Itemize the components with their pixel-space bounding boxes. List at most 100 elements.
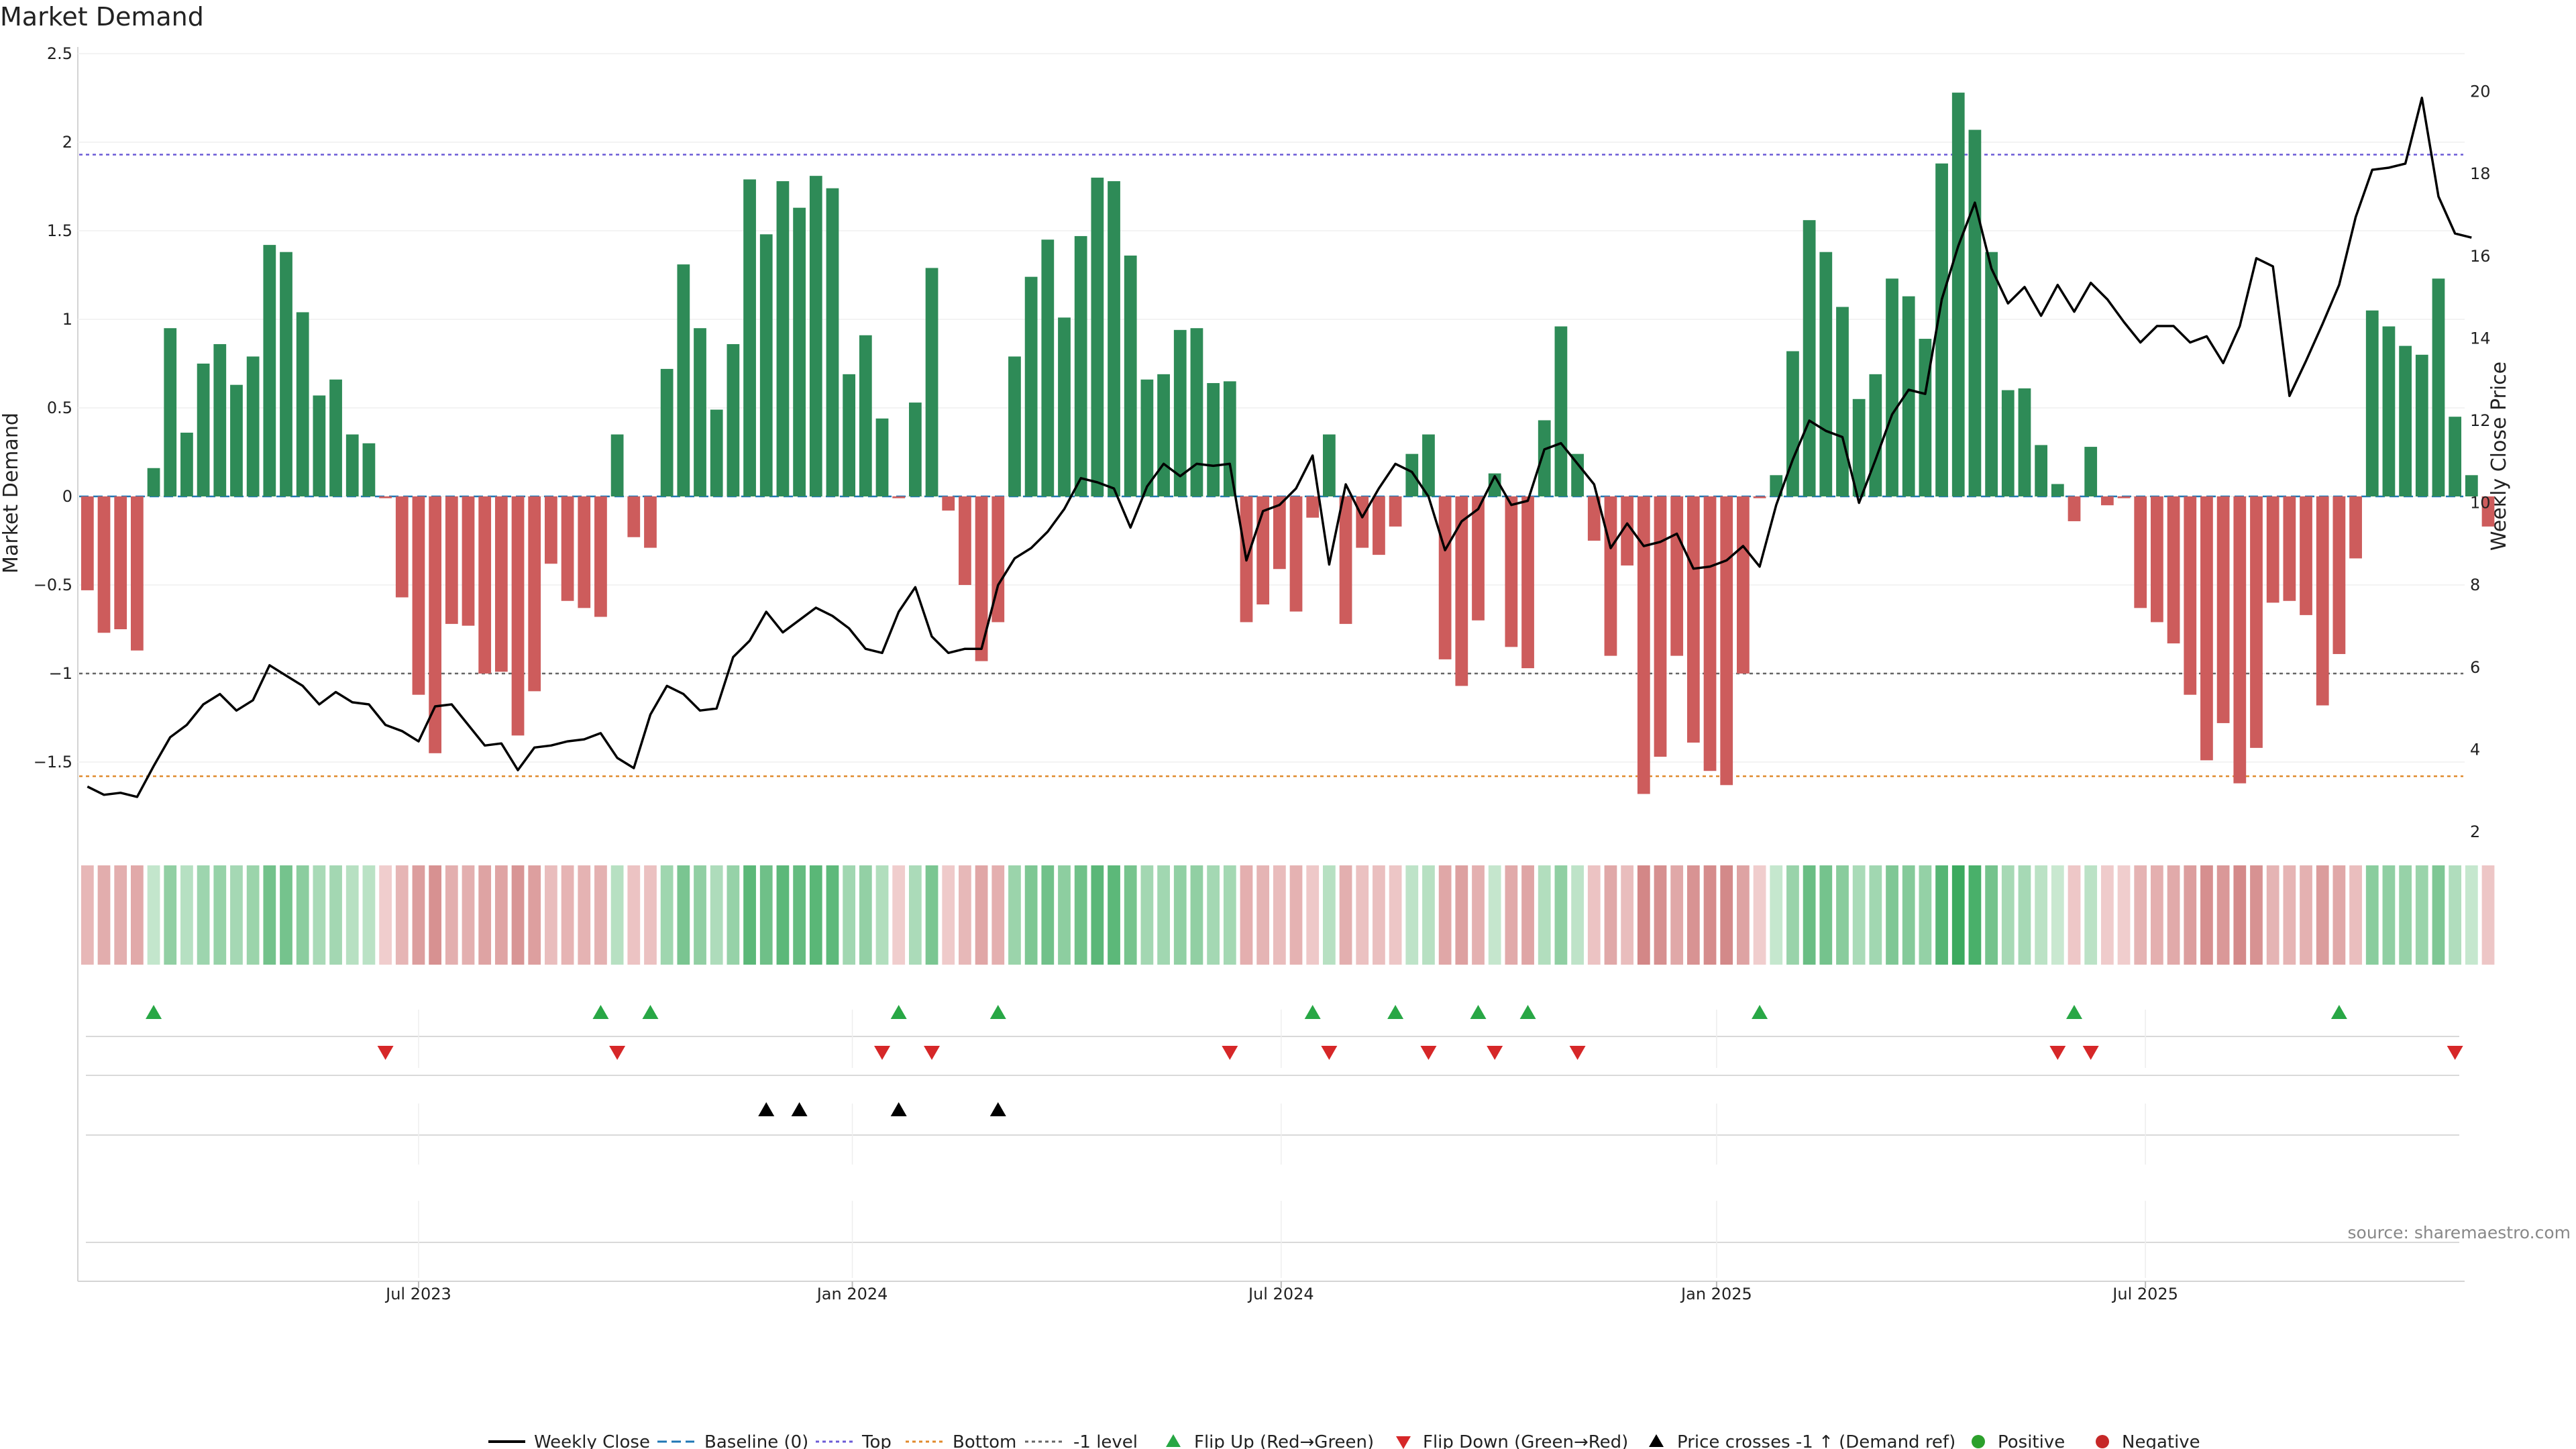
demand-tile	[1323, 865, 1336, 965]
demand-bar	[2216, 496, 2230, 723]
demand-bar	[2266, 496, 2279, 603]
price-cross-marker	[989, 1102, 1006, 1116]
demand-tile	[1621, 865, 1634, 965]
flip-down-marker	[377, 1046, 394, 1060]
demand-tile	[263, 865, 276, 965]
demand-bar	[197, 364, 210, 496]
demand-tile	[131, 865, 144, 965]
demand-tile	[2216, 865, 2230, 965]
x-axis-ticks: Jul 2023 Jan 2024 Jul 2024 Jan 2025 Jul 2025	[384, 1281, 2178, 1303]
demand-bar	[1968, 129, 1982, 496]
demand-tile	[395, 865, 409, 965]
demand-bar	[1703, 496, 1717, 771]
demand-bar	[1819, 252, 1833, 496]
demand-bar	[1041, 239, 1055, 496]
demand-tile	[776, 865, 790, 965]
demand-tile	[1902, 865, 1915, 965]
demand-tile	[1571, 865, 1584, 965]
demand-tile	[942, 865, 955, 965]
demand-tile	[1538, 865, 1551, 965]
demand-bar	[1173, 329, 1187, 496]
y2-tick-label: 10	[2470, 494, 2491, 513]
demand-tile	[213, 865, 227, 965]
demand-tile	[230, 865, 243, 965]
demand-tile	[2167, 865, 2180, 965]
demand-bar	[2018, 388, 2031, 496]
chart-title: Market Demand	[0, 2, 204, 32]
x-tick-label: Jul 2025	[2111, 1285, 2178, 1303]
demand-tile	[2432, 865, 2445, 965]
demand-bar	[1455, 496, 1468, 686]
demand-bar	[230, 384, 243, 496]
flip-up-marker	[642, 1005, 659, 1019]
demand-tile	[1886, 865, 1898, 965]
demand-tile	[147, 865, 160, 965]
demand-tile	[329, 865, 342, 965]
demand-tile	[2100, 865, 2114, 965]
demand-bar	[2465, 475, 2478, 496]
demand-tile	[412, 865, 425, 965]
demand-bar	[1737, 496, 1750, 674]
demand-bar	[2001, 390, 2015, 496]
y2-tick-label: 20	[2470, 83, 2491, 101]
flip-down-marker	[2082, 1046, 2099, 1060]
demand-tile	[2084, 865, 2098, 965]
flip-up-marker	[146, 1005, 162, 1019]
y-tick-label: 0.5	[47, 398, 72, 417]
demand-tile	[1091, 865, 1104, 965]
demand-bar	[1190, 328, 1203, 496]
demand-bar	[1008, 356, 1021, 496]
demand-tile	[2266, 865, 2279, 965]
demand-bar	[2300, 496, 2312, 615]
demand-bar	[1108, 181, 1120, 496]
demand-bar	[263, 245, 276, 496]
flip-down-marker	[2447, 1046, 2463, 1060]
demand-tile	[197, 865, 210, 965]
demand-tile	[1389, 865, 1402, 965]
demand-bar	[1935, 163, 1948, 496]
price-cross-marker	[890, 1102, 907, 1116]
demand-tile	[1024, 865, 1038, 965]
demand-tile	[313, 865, 326, 965]
demand-tile	[1124, 865, 1137, 965]
demand-bar	[2233, 496, 2247, 784]
demand-tile	[462, 865, 475, 965]
demand-tile	[2415, 865, 2428, 965]
demand-bar	[627, 496, 641, 537]
demand-bar	[2200, 496, 2213, 761]
demand-tile	[2233, 865, 2247, 965]
demand-bar	[545, 496, 557, 564]
demand-tile	[445, 865, 458, 965]
demand-bar	[2432, 278, 2445, 496]
demand-bar	[2084, 447, 2098, 496]
demand-tile	[1654, 865, 1667, 965]
demand-tile	[362, 865, 376, 965]
y2-tick-label: 8	[2470, 576, 2480, 594]
demand-tile	[1157, 865, 1170, 965]
demand-bar	[2332, 496, 2346, 654]
demand-bar	[1951, 93, 1965, 496]
demand-tile	[660, 865, 674, 965]
demand-bar	[313, 395, 326, 496]
demand-bar	[2051, 484, 2064, 496]
price-cross-marker	[791, 1102, 808, 1116]
demand-bar	[445, 496, 458, 625]
demand-tile	[2250, 865, 2263, 965]
demand-tile	[1008, 865, 1021, 965]
demand-tile	[843, 865, 856, 965]
demand-tile	[1273, 865, 1286, 965]
demand-tile	[2200, 865, 2213, 965]
legend-swatch	[1396, 1436, 1411, 1449]
demand-tile	[1703, 865, 1717, 965]
demand-bar	[511, 496, 525, 736]
demand-bar	[710, 409, 723, 496]
demand-bar	[1869, 374, 1882, 496]
legend-label: Weekly Close	[534, 1432, 650, 1449]
demand-tile	[1041, 865, 1055, 965]
demand-tile	[1737, 865, 1750, 965]
demand-tile	[1637, 865, 1650, 965]
demand-tile	[1488, 865, 1501, 965]
x-tick-label: Jul 2024	[1247, 1285, 1314, 1303]
flip-down-marker	[1222, 1046, 1238, 1060]
demand-bar	[1488, 473, 1501, 496]
